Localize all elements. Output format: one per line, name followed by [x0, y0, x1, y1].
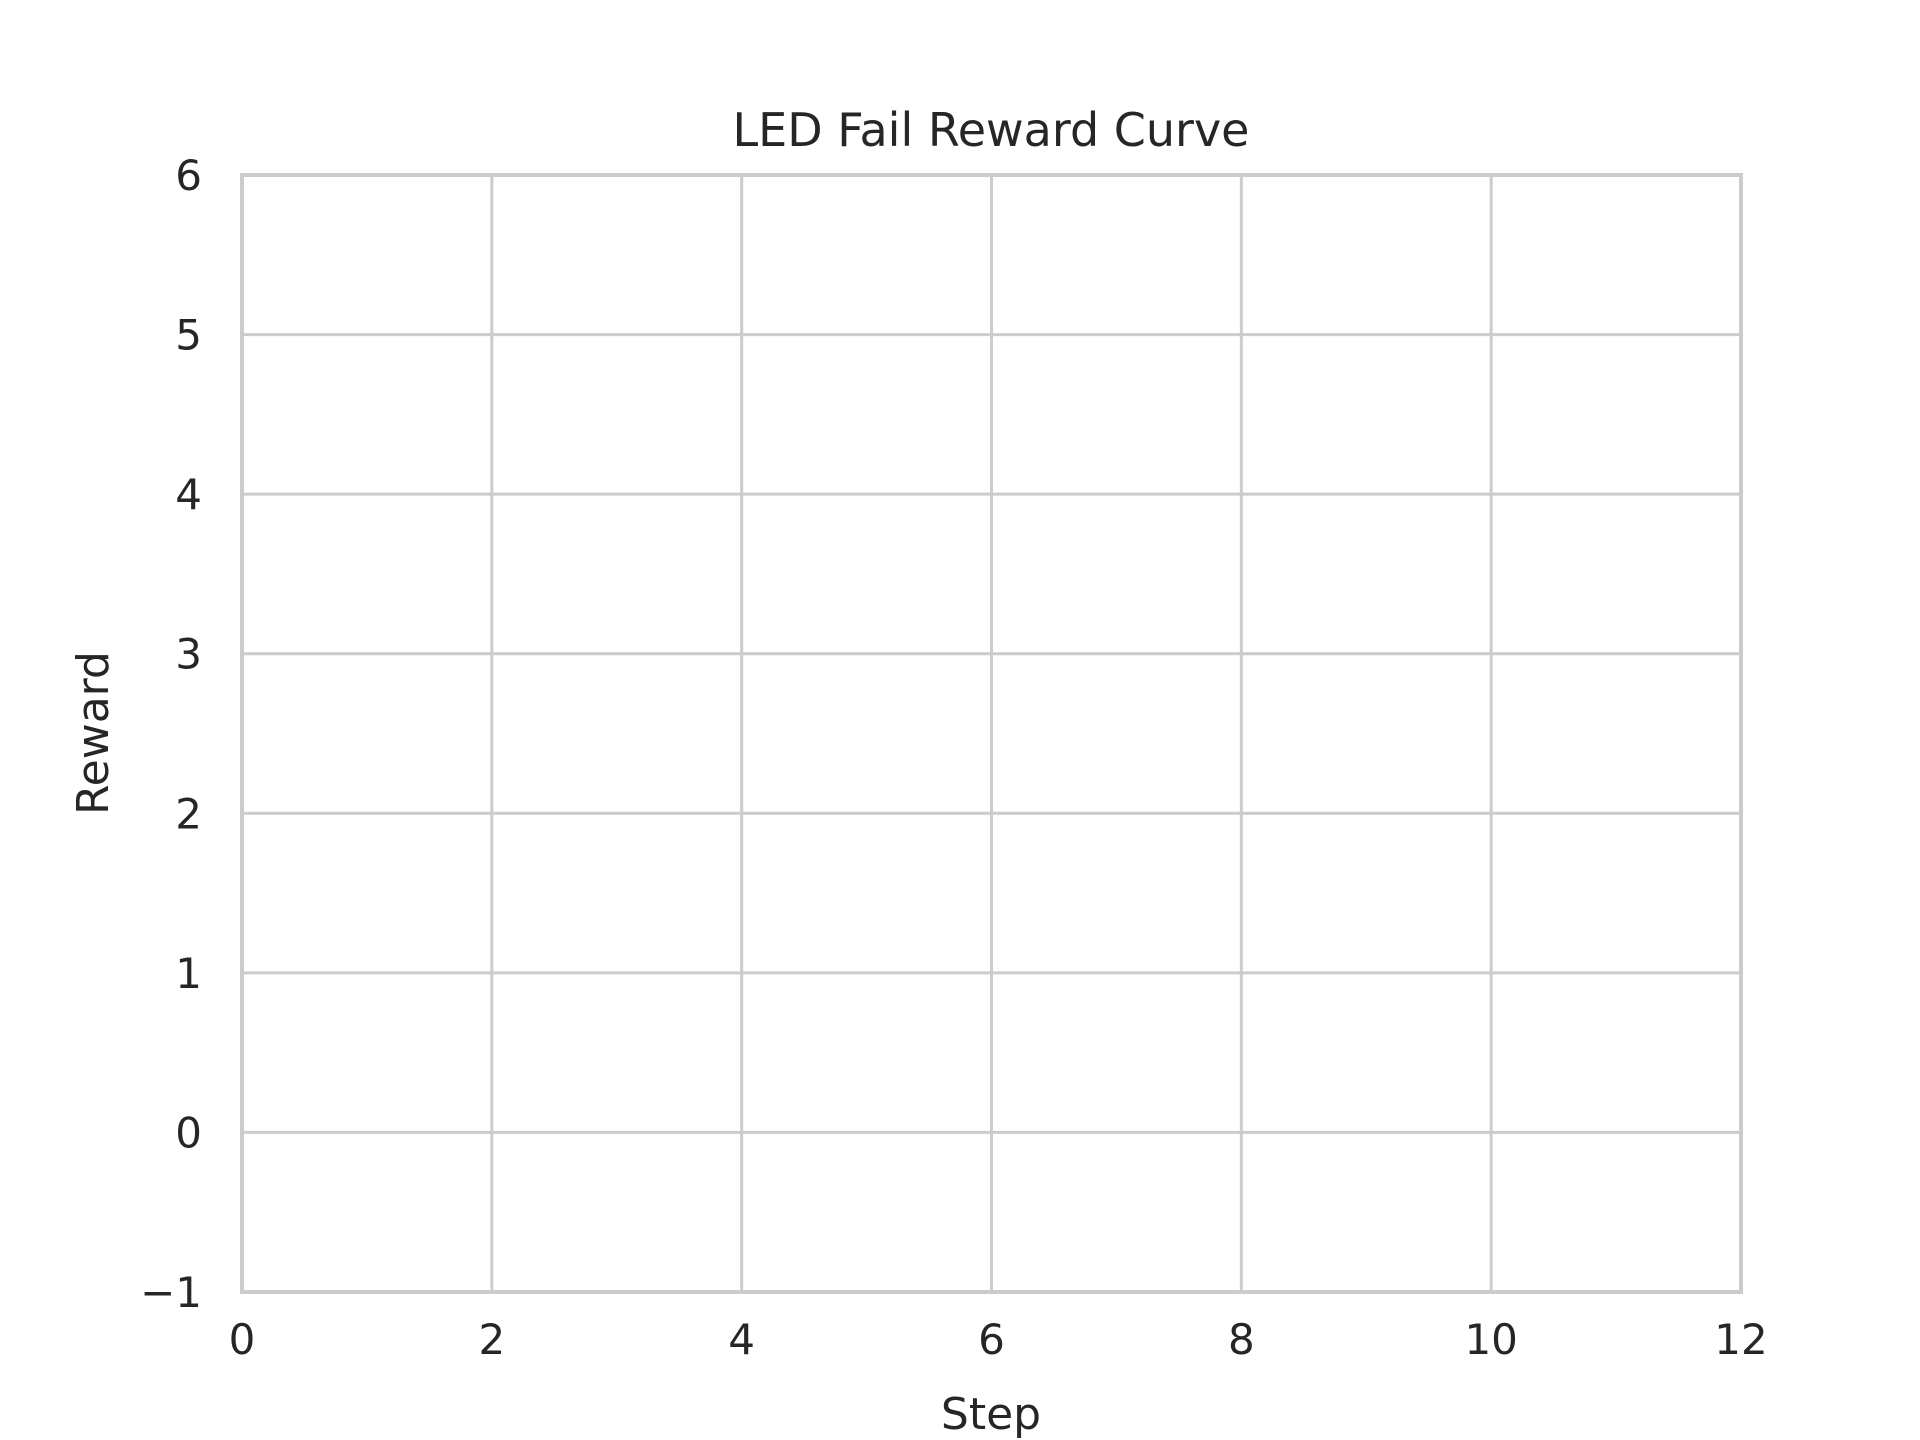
x-tick-label: 4 [728, 1315, 755, 1364]
y-tick-label: 4 [175, 470, 202, 519]
grid-lines [240, 173, 1743, 1294]
y-tick-label: −1 [140, 1268, 202, 1317]
y-tick-label: 6 [175, 151, 202, 200]
y-tick-label: 2 [175, 789, 202, 838]
x-tick-label: 0 [229, 1315, 256, 1364]
y-tick-label: 1 [175, 949, 202, 998]
x-tick-label: 12 [1714, 1315, 1767, 1364]
x-tick-label: 8 [1228, 1315, 1255, 1364]
y-tick-label: 0 [175, 1108, 202, 1157]
x-tick-label: 6 [978, 1315, 1005, 1364]
x-tick-label: 2 [478, 1315, 505, 1364]
x-tick-label: 10 [1464, 1315, 1517, 1364]
chart-title: LED Fail Reward Curve [733, 103, 1250, 157]
y-tick-label: 3 [175, 630, 202, 679]
x-axis-label: Step [941, 1389, 1041, 1440]
y-tick-label: 5 [175, 311, 202, 360]
y-axis-label: Reward [68, 651, 119, 815]
y-axis-ticks: −1 0 1 2 3 4 5 6 [140, 151, 202, 1317]
x-axis-ticks: 0 2 4 6 8 10 12 [229, 1315, 1768, 1364]
